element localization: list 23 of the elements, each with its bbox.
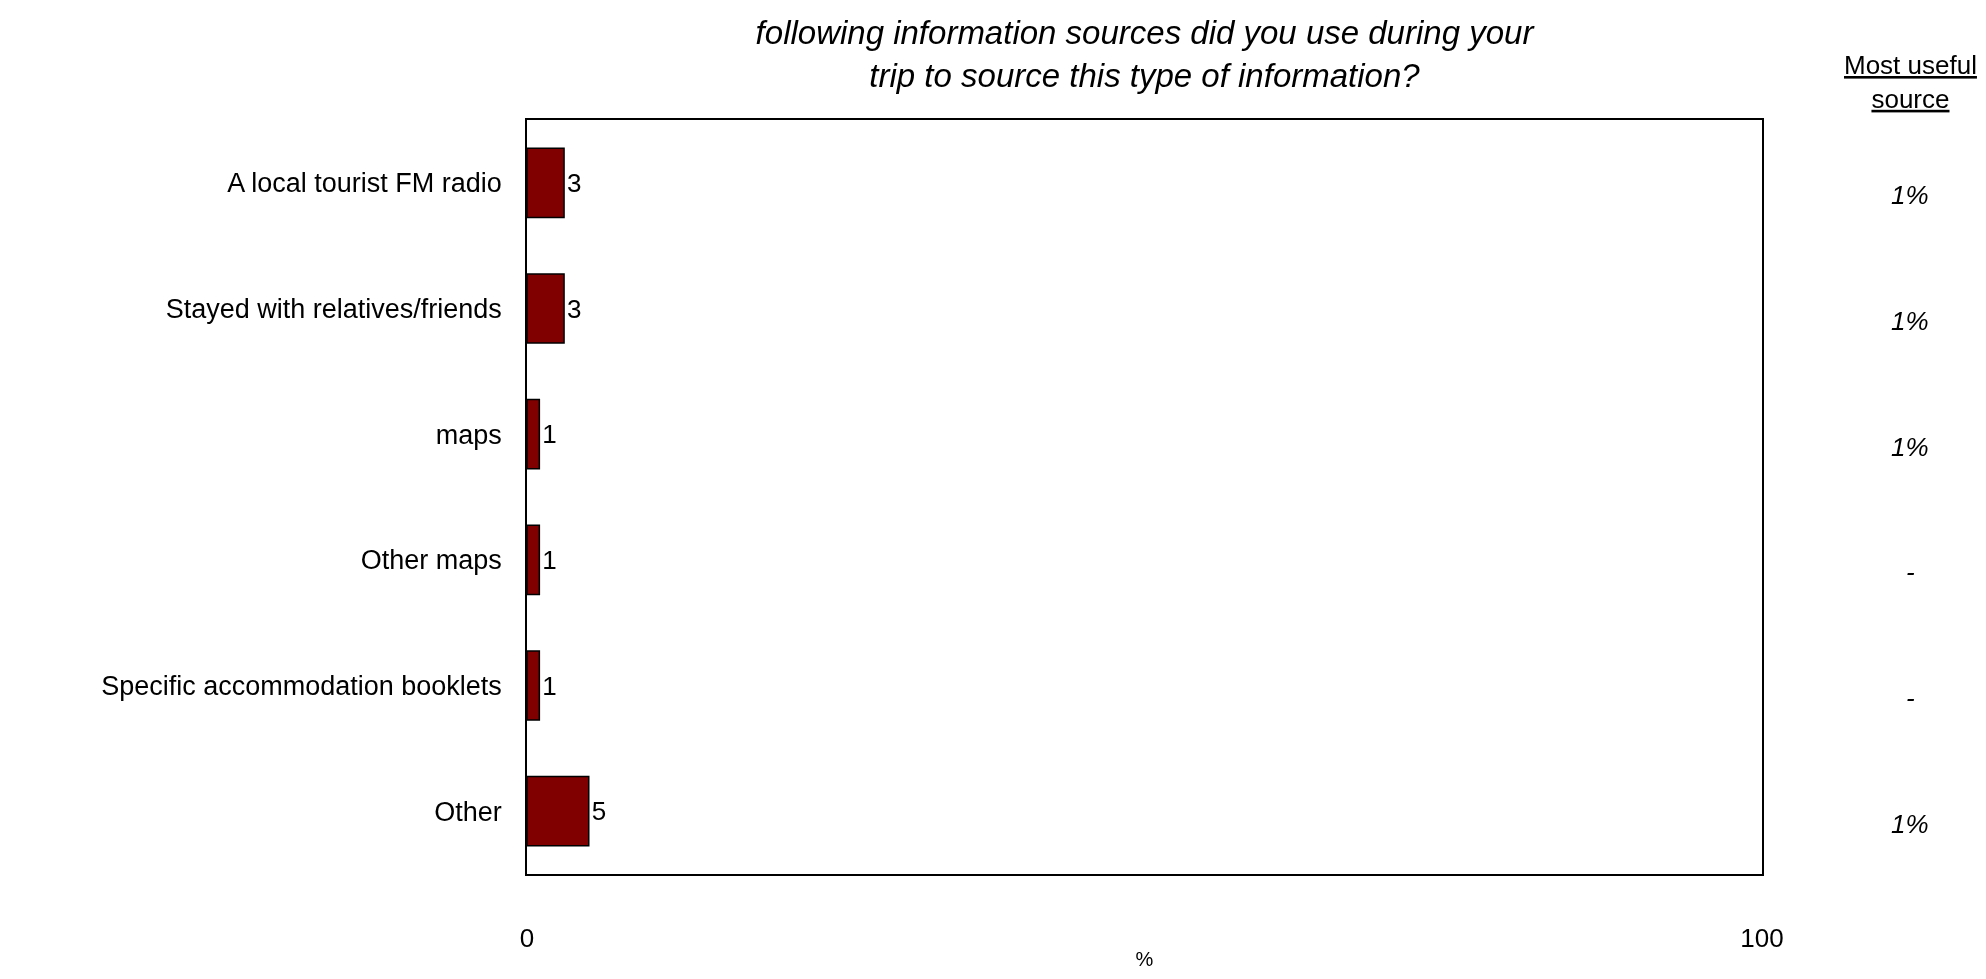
data-label: 1 [542,419,557,450]
y-tick-label: Other maps [360,545,502,576]
y-tick-label: A local tourist FM radio [227,168,502,199]
text: - [1906,683,1915,713]
x-axis-title: % [1135,947,1154,970]
y-tick-label: Specific accommodation booklets [101,670,502,701]
data-label: 3 [567,167,582,198]
data-label: 1 [542,544,557,575]
text: 1% [1891,432,1929,462]
text: 1% [1891,306,1929,336]
data-label: 1 [542,670,557,701]
y-tick-label: Other [434,796,502,827]
text: Most useful source [1844,50,1977,114]
data-label: 3 [567,293,582,324]
chart-title: following information sources did you use during your trip to source this type of information? [755,14,1536,94]
data-label: 5 [591,796,607,827]
text: 1% [1891,180,1929,210]
text: - [1906,557,1915,587]
x-tick-label: 100 [1740,922,1784,953]
text: 1% [1891,809,1929,839]
y-tick-label: maps [435,419,502,450]
y-tick-label: Stayed with relatives/friends [165,293,502,324]
x-tick-label: 0 [519,922,535,953]
